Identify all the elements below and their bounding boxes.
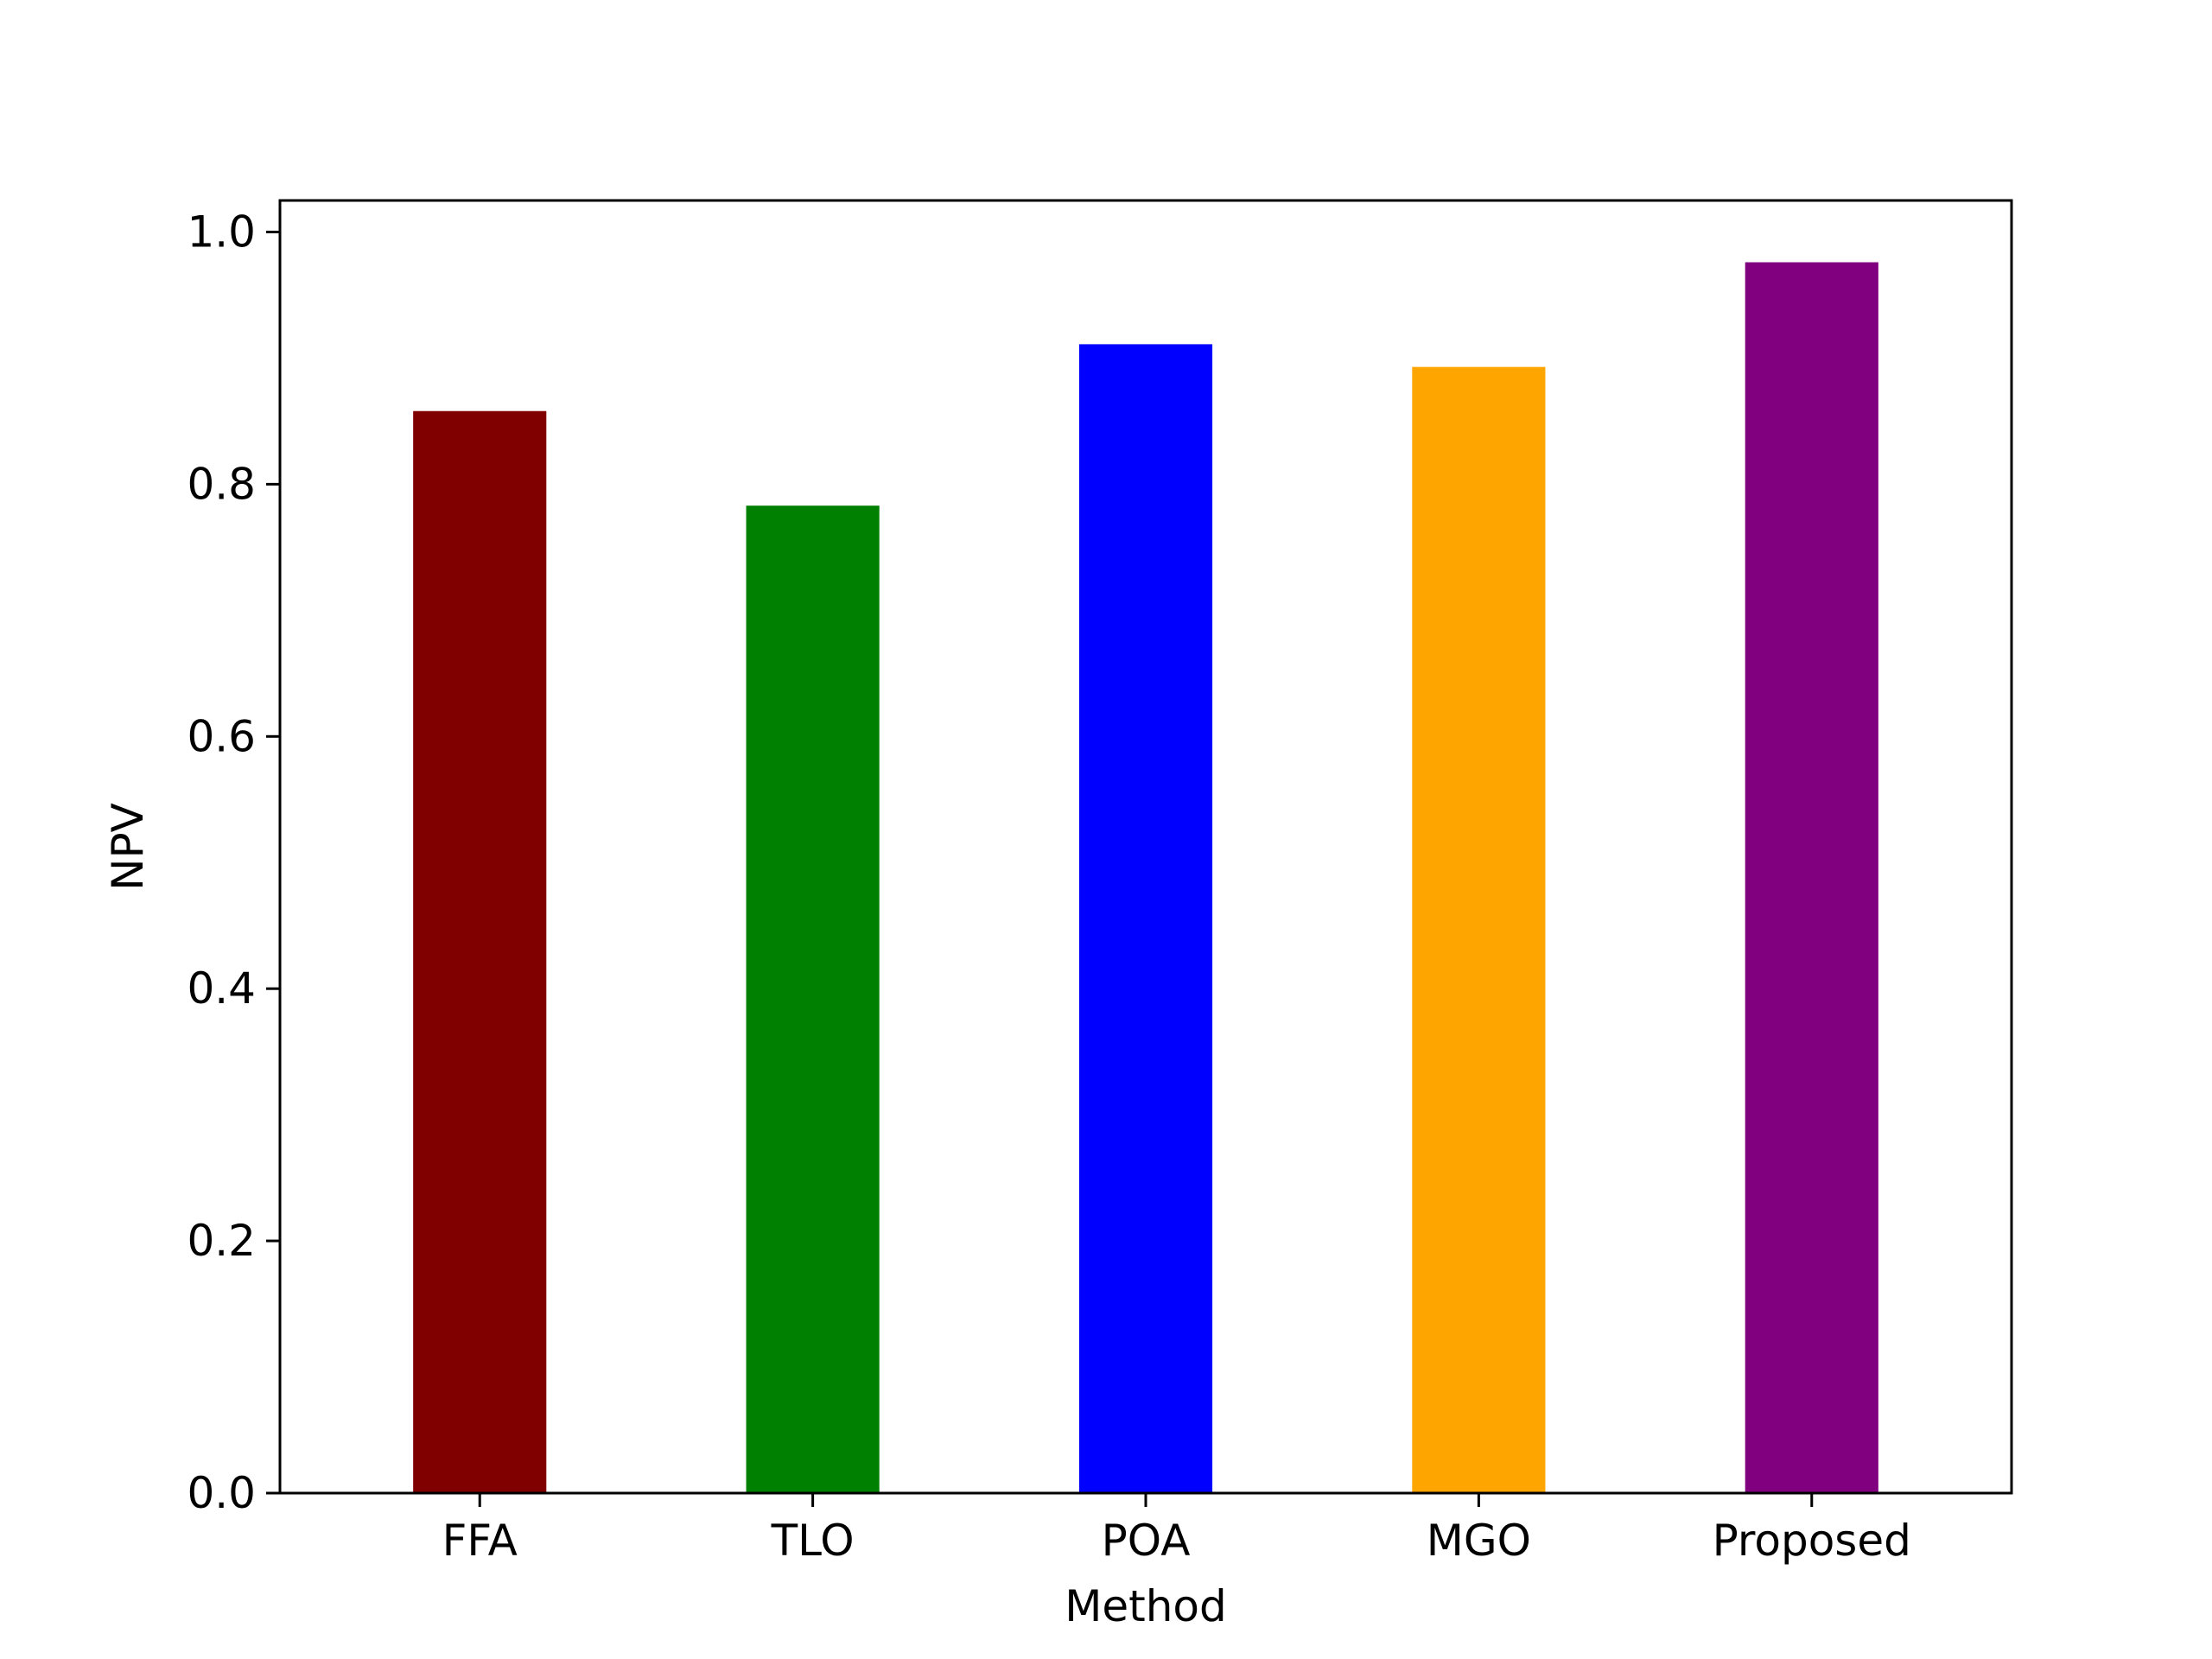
bar-ffa: [413, 410, 547, 1493]
y-tick-label: 0.0: [187, 1468, 256, 1518]
bar-tlo: [746, 505, 880, 1494]
y-axis-title: NPV: [103, 803, 153, 891]
x-axis-title: Method: [1065, 1581, 1227, 1631]
y-tick-label: 1.0: [187, 207, 256, 257]
y-tick-label: 0.8: [187, 459, 256, 509]
x-tick-label-poa: POA: [1102, 1516, 1191, 1566]
y-tick-label: 0.2: [187, 1216, 256, 1266]
y-axis-ticks: 0.0 0.2 0.4 0.6 0.8 1.0: [187, 207, 280, 1518]
x-axis-ticks: FFA TLO POA MGO Proposed: [442, 1493, 1911, 1566]
x-tick-label-proposed: Proposed: [1713, 1516, 1911, 1566]
bar-proposed: [1745, 262, 1878, 1493]
x-tick-label-ffa: FFA: [442, 1516, 518, 1566]
y-tick-label: 0.6: [187, 711, 256, 761]
bars-group: [413, 262, 1878, 1494]
bar-poa: [1078, 344, 1213, 1493]
bar-mgo: [1412, 366, 1546, 1493]
x-tick-label-mgo: MGO: [1427, 1516, 1531, 1566]
x-tick-label-tlo: TLO: [771, 1516, 855, 1566]
y-tick-label: 0.4: [187, 963, 256, 1014]
